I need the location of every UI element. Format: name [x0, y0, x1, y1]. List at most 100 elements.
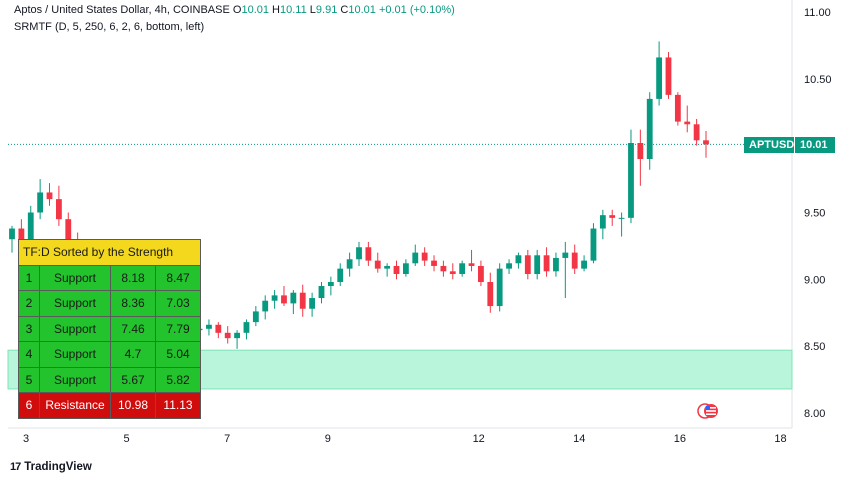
- chart-header: Aptos / United States Dollar, 4h, COINBA…: [14, 4, 455, 16]
- candle-body: [468, 263, 475, 266]
- row-number: 5: [18, 366, 40, 393]
- candle-body: [46, 192, 53, 200]
- candle-body: [628, 142, 634, 218]
- x-tick-label: 7: [224, 433, 230, 445]
- open-label: O: [232, 4, 242, 16]
- candle-body: [543, 255, 550, 272]
- y-tick-label: 8.50: [804, 341, 825, 353]
- x-tick-label: 16: [674, 433, 686, 445]
- x-tick-label: 14: [573, 433, 585, 445]
- sr-table-title: TF:D Sorted by the Strength: [18, 239, 201, 266]
- row-high: 7.79: [155, 315, 201, 342]
- x-tick-label: 3: [23, 433, 29, 445]
- candle-body: [506, 263, 512, 269]
- row-low: 7.46: [110, 315, 156, 342]
- high-label: H: [272, 4, 280, 16]
- candle-body: [318, 286, 325, 299]
- tradingview-footer[interactable]: 17 TradingView: [10, 461, 92, 473]
- sr-row-resistance: 6 Resistance 10.98 11.13: [18, 392, 201, 419]
- x-tick-label: 18: [774, 433, 786, 445]
- candle-body: [599, 215, 606, 229]
- row-low: 4.7: [110, 341, 156, 368]
- candle-body: [37, 192, 44, 213]
- candle-body: [281, 295, 287, 304]
- tradingview-logo-icon: 17: [10, 461, 21, 473]
- candle-body: [665, 57, 672, 95]
- candle-body: [515, 255, 522, 264]
- tradingview-brand: TradingView: [24, 461, 92, 473]
- row-high: 11.13: [155, 392, 201, 419]
- candle-body: [337, 268, 344, 283]
- candle-body: [327, 282, 334, 287]
- candle-body: [553, 257, 559, 272]
- candle-body: [571, 252, 578, 269]
- sr-row: 2 Support 8.36 7.03: [18, 290, 201, 317]
- candle-body: [534, 255, 541, 274]
- row-type: Support: [39, 264, 111, 291]
- sr-table-header: TF:D Sorted by the Strength: [18, 239, 201, 266]
- candle-body: [346, 259, 353, 269]
- candle-body: [356, 247, 362, 260]
- row-high: 8.47: [155, 264, 201, 291]
- row-number: 1: [18, 264, 40, 291]
- candle-body: [215, 324, 222, 333]
- candle-body: [496, 268, 503, 307]
- candle-body: [299, 292, 306, 309]
- candle-body: [27, 212, 34, 242]
- row-type: Resistance: [39, 392, 111, 419]
- candle-body: [234, 332, 240, 339]
- sr-row: 4 Support 4.7 5.04: [18, 341, 201, 368]
- candle-body: [243, 322, 250, 333]
- candle-body: [478, 265, 484, 283]
- candle-body: [421, 252, 428, 261]
- candle-body: [637, 142, 644, 160]
- candle-body: [703, 140, 709, 145]
- row-number: 3: [18, 315, 40, 342]
- symbol-title: Aptos / United States Dollar, 4h, COINBA…: [14, 4, 230, 16]
- candle-body: [18, 228, 25, 242]
- low-value: 9.91: [315, 4, 338, 16]
- candle-body: [656, 57, 663, 99]
- change-value: +0.01 (+0.10%): [378, 4, 455, 16]
- flag-icon[interactable]: [697, 403, 719, 419]
- y-tick-label: 10.50: [804, 74, 832, 86]
- price-badge: 10.01: [795, 137, 835, 153]
- candle-body: [693, 124, 700, 141]
- row-high: 5.04: [155, 341, 201, 368]
- row-low: 5.67: [110, 366, 156, 393]
- candle-body: [487, 282, 494, 307]
- y-tick-label: 9.50: [804, 208, 825, 220]
- row-type: Support: [39, 290, 111, 317]
- candle-body: [646, 98, 653, 160]
- candle-body: [374, 260, 381, 269]
- candle-body: [431, 260, 437, 266]
- candle-body: [402, 263, 409, 274]
- close-label: C: [340, 4, 349, 16]
- candle-body: [524, 255, 531, 274]
- y-tick-label: 8.00: [804, 408, 825, 420]
- indicator-label[interactable]: SRMTF (D, 5, 250, 6, 2, 6, bottom, left): [14, 21, 205, 33]
- high-value: 10.11: [280, 4, 307, 16]
- row-high: 5.82: [155, 366, 201, 393]
- candle-body: [206, 324, 212, 329]
- row-low: 8.18: [110, 264, 156, 291]
- candle-body: [252, 311, 259, 323]
- candle-body: [449, 271, 456, 274]
- x-tick-label: 9: [325, 433, 331, 445]
- row-number: 2: [18, 290, 40, 317]
- candle-body: [9, 228, 15, 240]
- row-type: Support: [39, 366, 111, 393]
- row-low: 10.98: [110, 392, 156, 419]
- row-type: Support: [39, 341, 111, 368]
- close-value: 10.01: [348, 4, 376, 16]
- row-low: 8.36: [110, 290, 156, 317]
- open-value: 10.01: [241, 4, 269, 16]
- row-high: 7.03: [155, 290, 201, 317]
- ticker-badge: APTUSD: [744, 137, 794, 153]
- y-tick-label: 9.00: [804, 274, 825, 286]
- y-tick-label: 11.00: [804, 7, 831, 19]
- row-number: 6: [18, 392, 40, 419]
- candle-body: [384, 265, 391, 269]
- candle-body: [65, 219, 72, 253]
- candle-body: [684, 121, 691, 125]
